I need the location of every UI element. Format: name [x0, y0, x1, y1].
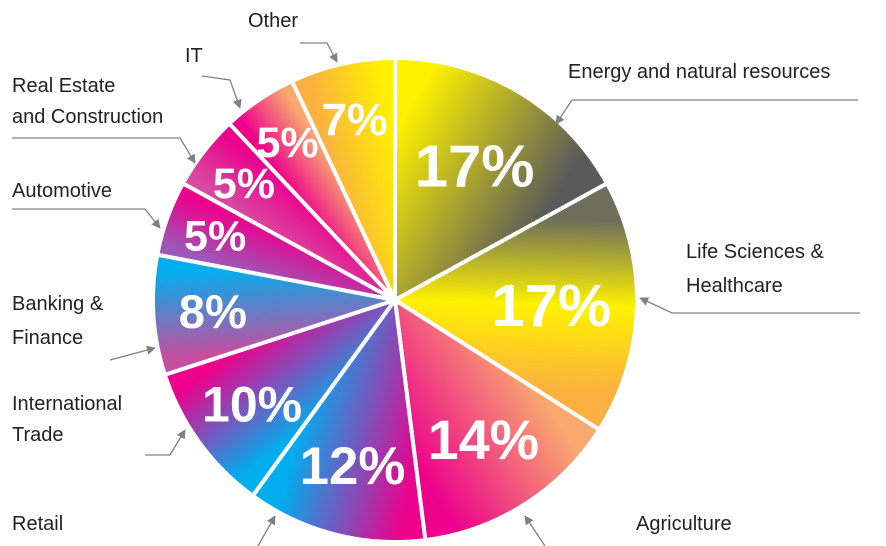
leader-line [300, 42, 338, 63]
value-label: 12% [300, 437, 406, 496]
slice [393, 181, 639, 432]
value-label: 7% [321, 94, 387, 145]
value-label: 14% [428, 409, 539, 471]
category-label: Retail [12, 513, 63, 535]
slice [393, 298, 602, 543]
value-label: 5% [213, 160, 275, 208]
slice [289, 56, 397, 302]
leader-line [12, 137, 196, 164]
category-label: Life Sciences & [686, 241, 825, 263]
slice [162, 298, 397, 498]
category-label: and Construction [12, 106, 163, 128]
leader-line [639, 297, 860, 314]
leader-line [257, 515, 276, 546]
category-label: Trade [12, 424, 64, 446]
value-label: 5% [256, 119, 318, 167]
leader-line [109, 345, 156, 361]
category-label: Automotive [12, 180, 112, 202]
category-label: Energy and natural resources [568, 61, 830, 83]
category-label: Agriculture [636, 513, 732, 535]
category-label: Healthcare [686, 275, 783, 297]
value-label: 10% [202, 376, 302, 432]
labels: 17% Energy and natural resources 17% Life S… [12, 10, 830, 535]
category-label: Other [248, 10, 298, 32]
leader-lines [12, 42, 860, 546]
category-label: International [12, 393, 122, 415]
value-label: 17% [415, 132, 535, 199]
slice [151, 252, 397, 377]
value-label: 8% [179, 286, 247, 339]
value-label: 17% [491, 272, 611, 339]
category-label: Finance [12, 327, 83, 349]
value-label: 5% [184, 212, 246, 260]
leader-line [145, 429, 186, 456]
category-label: IT [185, 45, 203, 67]
slice [393, 56, 610, 302]
leader-line [555, 99, 858, 125]
slice [250, 298, 428, 544]
category-label: Banking & [12, 293, 104, 315]
leader-line [12, 208, 161, 229]
category-label: Real Estate [12, 75, 115, 97]
leader-line [524, 515, 546, 546]
leader-line [201, 75, 242, 109]
pie [151, 56, 639, 544]
